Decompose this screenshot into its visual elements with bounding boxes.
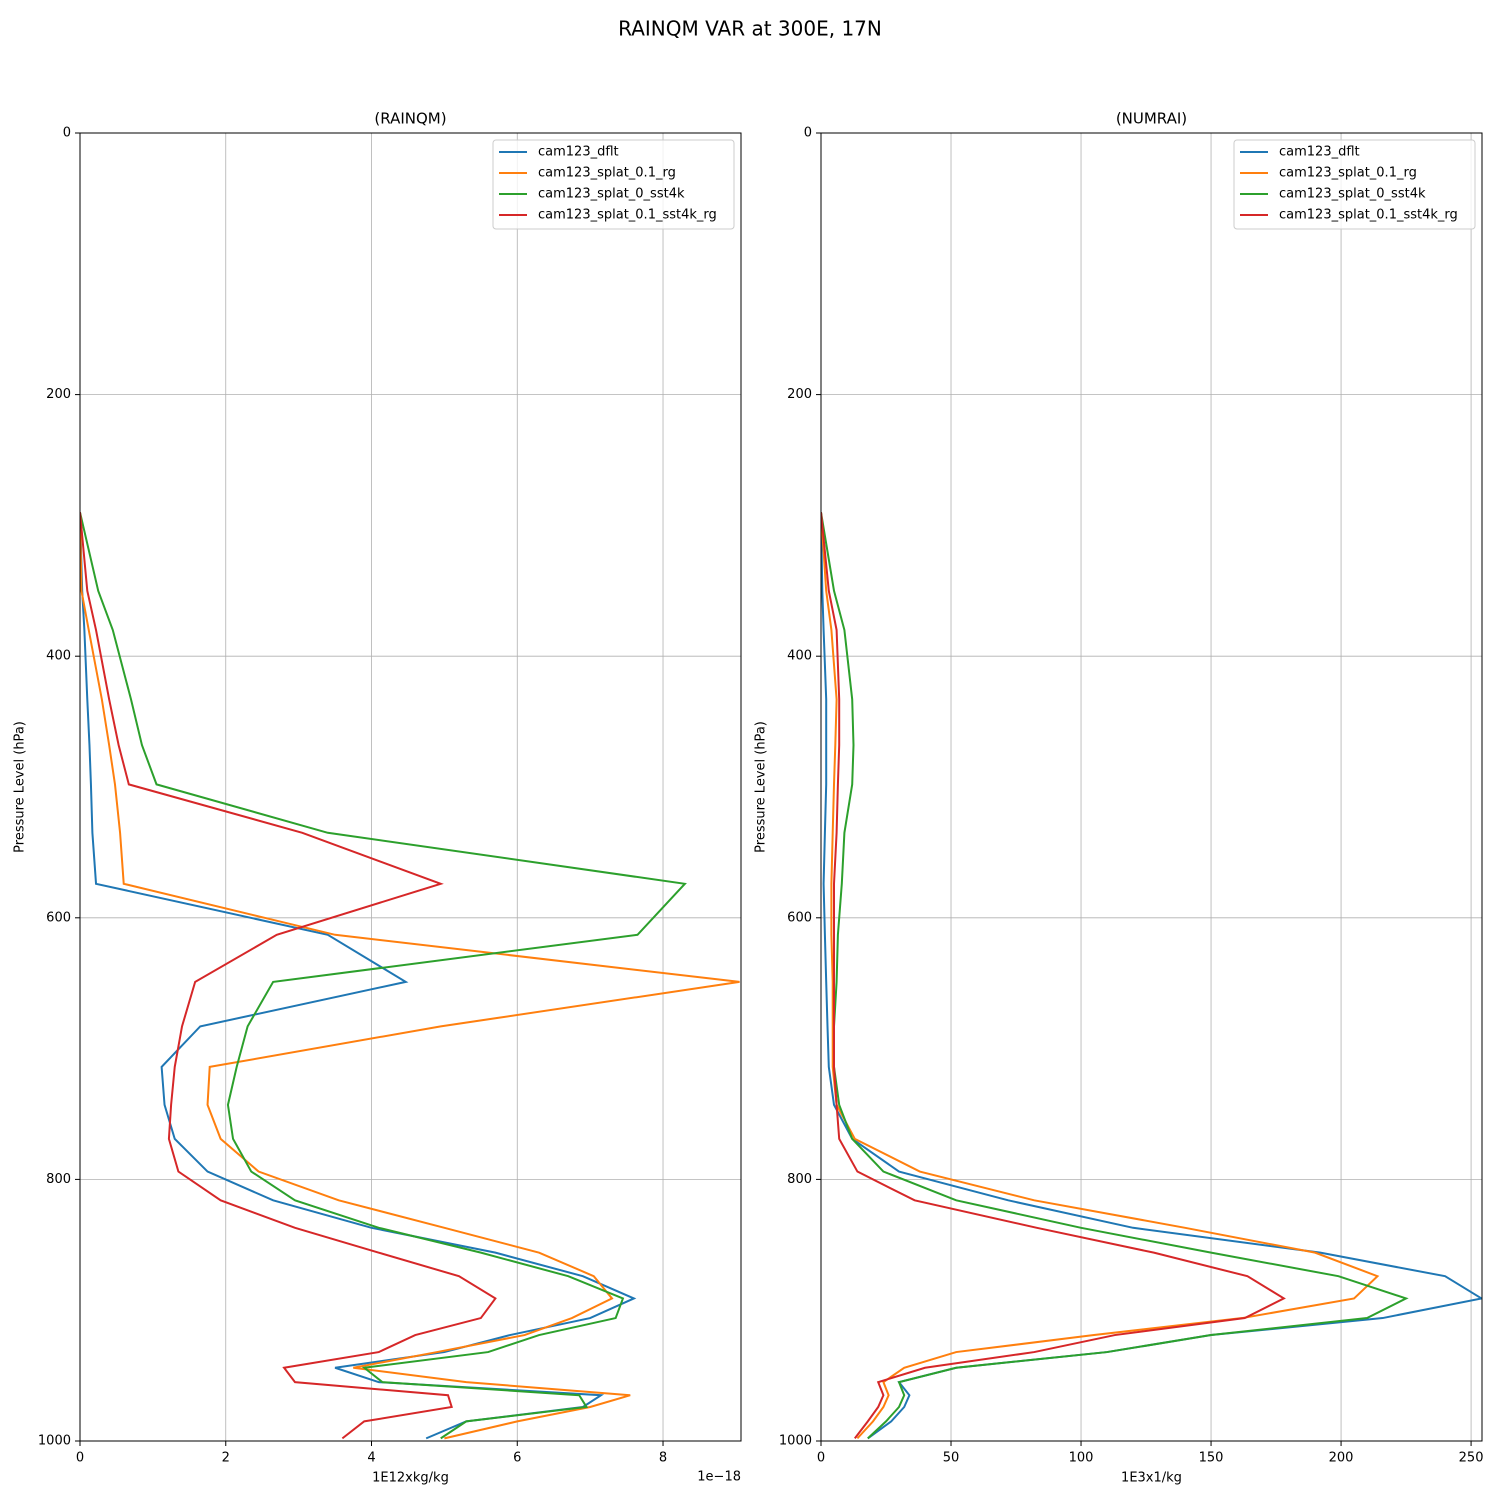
y-tick-label: 400 <box>787 649 812 664</box>
axes-title: (NUMRAI) <box>1116 110 1187 128</box>
x-tick-label: 2 <box>222 1451 230 1466</box>
y-tick-label: 200 <box>46 387 71 402</box>
y-tick-label: 1000 <box>38 1434 71 1449</box>
x-tick-label: 250 <box>1459 1451 1484 1466</box>
legend-box <box>492 139 735 230</box>
x-tick-label: 0 <box>817 1451 825 1466</box>
y-tick-label: 0 <box>63 126 71 141</box>
x-axis-label: 1E12xkg/kg <box>372 1471 449 1486</box>
x-tick-label: 50 <box>943 1451 960 1466</box>
x-tick-label: 150 <box>1199 1451 1224 1466</box>
x-tick-label: 0 <box>76 1451 84 1466</box>
y-tick-label: 400 <box>46 649 71 664</box>
axes-title: (RAINQM) <box>374 110 446 128</box>
legend-label: cam123_dflt <box>538 145 619 160</box>
series-line <box>80 512 497 1440</box>
legend-label: cam123_splat_0_sst4k <box>1279 187 1426 202</box>
y-axis-label: Pressure Level (hPa) <box>13 721 28 853</box>
legend-label: cam123_splat_0.1_rg <box>1279 166 1417 181</box>
legend-label: cam123_splat_0_sst4k <box>538 187 685 202</box>
y-tick-label: 800 <box>46 1172 71 1187</box>
x-axis-label: 1E3x1/kg <box>1121 1471 1182 1486</box>
legend-box <box>1233 139 1476 230</box>
y-tick-label: 800 <box>787 1172 812 1187</box>
legend-label: cam123_splat_0.1_rg <box>538 166 676 181</box>
x-tick-label: 6 <box>513 1451 521 1466</box>
legend-label: cam123_dflt <box>1279 145 1360 160</box>
x-offset-label: 1e−18 <box>697 1470 741 1485</box>
x-tick-label: 100 <box>1069 1451 1094 1466</box>
y-tick-label: 600 <box>46 910 71 925</box>
series-line <box>821 512 1409 1440</box>
x-tick-label: 8 <box>659 1451 667 1466</box>
series-line <box>80 512 637 1440</box>
series-line <box>821 512 1380 1440</box>
series-line <box>80 512 687 1440</box>
y-tick-label: 200 <box>787 387 812 402</box>
x-tick-label: 200 <box>1329 1451 1354 1466</box>
y-tick-label: 1000 <box>779 1434 812 1449</box>
axes-frame <box>79 132 742 1442</box>
series-line <box>821 512 1286 1439</box>
figure-title: RAINQM VAR at 300E, 17N <box>618 17 882 41</box>
series-line <box>80 512 740 1440</box>
x-tick-label: 4 <box>367 1451 375 1466</box>
legend-label: cam123_splat_0.1_sst4k_rg <box>1279 208 1458 223</box>
y-axis-label: Pressure Level (hPa) <box>754 721 769 853</box>
y-tick-label: 0 <box>804 126 812 141</box>
axes-frame <box>820 132 1483 1442</box>
legend-label: cam123_splat_0.1_sst4k_rg <box>538 208 717 223</box>
y-tick-label: 600 <box>787 910 812 925</box>
